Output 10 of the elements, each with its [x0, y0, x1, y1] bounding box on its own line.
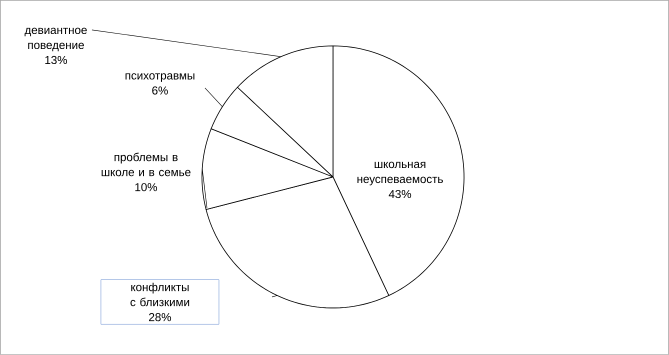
data-label: 13%: [45, 56, 68, 64]
slice-label: девиантное поведение: [24, 28, 87, 52]
data-label: 43%: [388, 190, 412, 198]
data-label: 28%: [149, 313, 172, 322]
slice-label: школьная неуспеваемость: [357, 162, 443, 186]
slice-label: проблемы в школе и в семье: [102, 152, 190, 176]
slice-label: конфликты с близкими: [130, 282, 190, 306]
data-label: 10%: [135, 183, 158, 192]
slice-label: психотравмы: [126, 73, 194, 82]
data-label: 6%: [152, 86, 168, 95]
